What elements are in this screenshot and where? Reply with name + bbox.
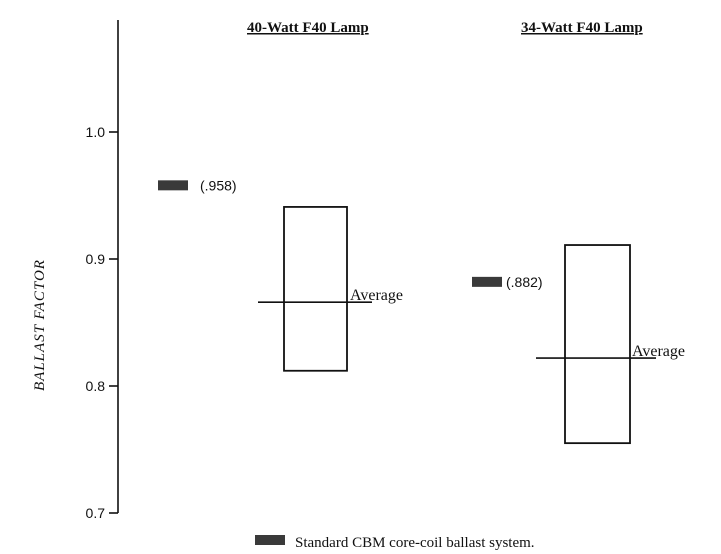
legend: Standard CBM core-coil ballast system. xyxy=(255,535,535,551)
group-title: 34-Watt F40 Lamp xyxy=(521,20,643,36)
standard-marker xyxy=(158,180,188,191)
lamp-group: 40-Watt F40 Lamp (.958) Average xyxy=(158,20,403,372)
legend-swatch xyxy=(255,535,285,545)
y-tick-label: 0.8 xyxy=(86,378,106,394)
standard-value-label: (.958) xyxy=(200,177,237,193)
average-label: Average xyxy=(632,343,685,360)
lamp-group: 34-Watt F40 Lamp (.882) Average xyxy=(472,20,685,445)
standard-value-label: (.882) xyxy=(506,274,543,290)
range-box xyxy=(564,244,631,445)
average-label: Average xyxy=(350,287,403,304)
y-axis-label: BALLAST FACTOR xyxy=(32,259,48,391)
y-tick-label: 1.0 xyxy=(86,124,106,140)
legend-label: Standard CBM core-coil ballast system. xyxy=(295,535,535,551)
range-box xyxy=(283,206,348,372)
y-tick-label: 0.7 xyxy=(86,505,106,521)
standard-marker xyxy=(472,276,502,287)
y-tick-label: 0.9 xyxy=(86,251,106,267)
group-title: 40-Watt F40 Lamp xyxy=(247,20,369,36)
y-axis-ticks: 0.7 0.8 0.9 1.0 xyxy=(86,124,118,521)
